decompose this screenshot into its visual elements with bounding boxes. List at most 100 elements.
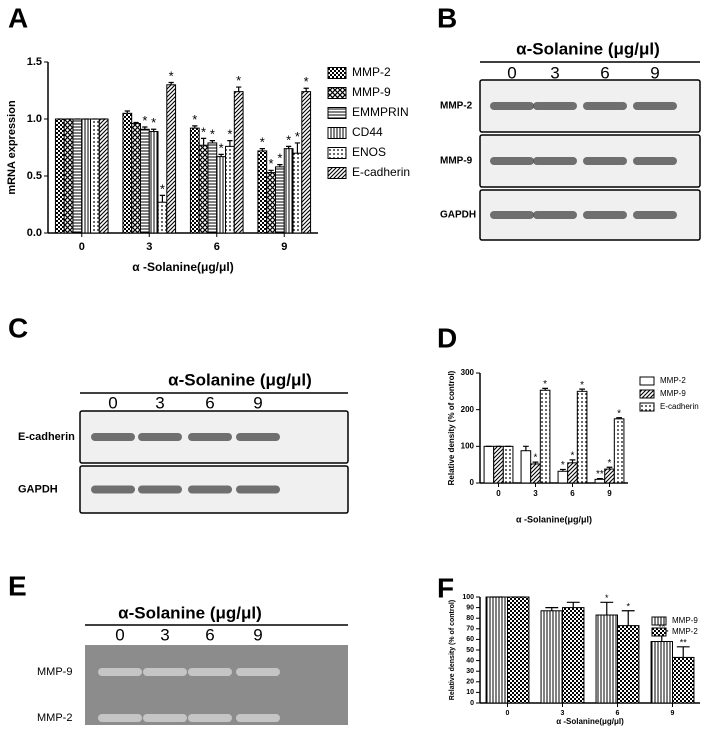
band bbox=[188, 668, 232, 676]
lane-label: 6 bbox=[205, 625, 214, 644]
error-bar bbox=[616, 417, 623, 419]
error-bar bbox=[676, 646, 690, 658]
error-bar bbox=[142, 126, 148, 130]
band bbox=[98, 714, 142, 722]
lane-label: 3 bbox=[155, 393, 164, 412]
panel-label: B bbox=[437, 2, 457, 33]
x-axis-label: α -Solanine(μg/μl) bbox=[556, 717, 624, 726]
legend-label: ENOS bbox=[352, 145, 386, 159]
band bbox=[91, 485, 135, 494]
error-bar bbox=[227, 140, 233, 147]
panel-label: E bbox=[8, 570, 27, 601]
y-tick-label: 1.0 bbox=[27, 113, 42, 125]
significance-mark: * bbox=[227, 127, 232, 142]
band bbox=[236, 668, 280, 676]
x-tick-label: 9 bbox=[607, 489, 612, 498]
panel-label: A bbox=[8, 2, 28, 33]
band bbox=[533, 157, 577, 165]
bar bbox=[557, 470, 569, 484]
error-bar bbox=[600, 601, 614, 616]
error-bar bbox=[303, 87, 309, 92]
bar bbox=[502, 445, 514, 484]
bar bbox=[283, 148, 294, 234]
band bbox=[533, 102, 577, 110]
significance-mark: * bbox=[605, 593, 609, 603]
error-bar bbox=[200, 137, 207, 146]
row-label: MMP-2 bbox=[37, 712, 72, 724]
y-tick-label: 70 bbox=[466, 626, 474, 633]
panel-label: D bbox=[437, 322, 457, 353]
significance-mark: * bbox=[277, 151, 282, 166]
error-bar bbox=[268, 169, 274, 173]
bar bbox=[157, 201, 168, 234]
y-tick-label: 300 bbox=[461, 368, 475, 377]
band bbox=[583, 211, 627, 219]
band bbox=[188, 714, 232, 722]
band bbox=[236, 433, 280, 441]
legend-label: E-cadherin bbox=[660, 402, 699, 411]
significance-mark: * bbox=[534, 453, 538, 464]
legend-swatch bbox=[327, 67, 347, 79]
bar bbox=[539, 389, 551, 484]
legend-swatch bbox=[327, 107, 347, 119]
error-bar bbox=[569, 459, 576, 463]
error-bar bbox=[151, 128, 157, 132]
x-tick-label: 6 bbox=[616, 710, 620, 717]
bar bbox=[225, 145, 235, 234]
bar bbox=[131, 123, 141, 234]
bar bbox=[595, 614, 618, 704]
y-tick-label: 30 bbox=[466, 668, 474, 675]
error-bar bbox=[286, 145, 292, 149]
y-axis-label: Relative density (% of control) bbox=[447, 370, 456, 485]
bar bbox=[81, 118, 92, 234]
bar bbox=[139, 128, 150, 234]
bar bbox=[520, 450, 532, 484]
bar bbox=[257, 150, 268, 234]
legend-swatch bbox=[327, 167, 347, 179]
bar bbox=[567, 462, 578, 484]
legend-label: MMP-2 bbox=[660, 376, 686, 385]
error-bar bbox=[596, 478, 603, 480]
bar bbox=[72, 118, 83, 234]
y-tick-label: 0 bbox=[470, 700, 474, 707]
error-bar bbox=[606, 466, 613, 470]
significance-mark: * bbox=[219, 140, 224, 155]
y-tick-label: 80 bbox=[466, 615, 474, 622]
significance-mark: * bbox=[295, 129, 300, 144]
error-bar bbox=[566, 601, 580, 608]
legend-label: MMP-9 bbox=[672, 616, 698, 625]
row-label: MMP-2 bbox=[440, 101, 473, 112]
error-bar bbox=[209, 140, 215, 143]
lane-label: 9 bbox=[650, 63, 659, 82]
significance-mark: * bbox=[192, 112, 197, 127]
bar bbox=[292, 152, 303, 234]
legend-label: EMMPRIN bbox=[352, 105, 409, 119]
x-tick-label: 3 bbox=[533, 489, 538, 498]
legend-label: E-cadherin bbox=[352, 165, 410, 179]
bar bbox=[274, 166, 285, 234]
error-bar bbox=[159, 194, 166, 203]
band bbox=[138, 485, 182, 494]
bar bbox=[90, 118, 100, 234]
error-bar bbox=[236, 86, 242, 92]
significance-mark: * bbox=[543, 379, 547, 390]
y-tick-label: 0.0 bbox=[27, 227, 42, 239]
error-bar bbox=[579, 388, 586, 392]
significance-mark: * bbox=[626, 602, 630, 612]
y-tick-label: 100 bbox=[461, 441, 475, 450]
band bbox=[236, 714, 280, 722]
significance-mark: * bbox=[561, 460, 565, 471]
bar bbox=[233, 91, 244, 234]
error-bar bbox=[294, 142, 301, 154]
error-bar bbox=[124, 110, 130, 114]
bar bbox=[672, 656, 695, 704]
y-tick-label: 10 bbox=[466, 689, 474, 696]
panel-label: F bbox=[437, 572, 454, 603]
band bbox=[633, 102, 677, 110]
band bbox=[533, 211, 577, 219]
lane-label: 3 bbox=[550, 63, 559, 82]
bar bbox=[650, 641, 673, 704]
x-tick-label: 3 bbox=[146, 241, 152, 253]
y-tick-label: 0.5 bbox=[27, 170, 42, 182]
